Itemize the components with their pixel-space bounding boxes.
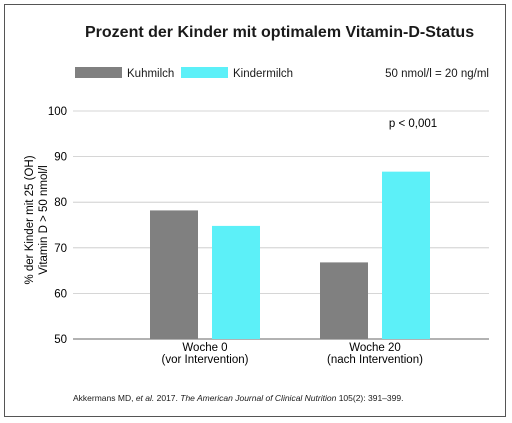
y-axis-label-line1: % der Kinder mit 25 (OH) xyxy=(24,155,36,284)
x-label-woche-0-sub: (vor Intervention) xyxy=(162,354,249,366)
x-axis-labels: Woche 0 (vor Intervention) Woche 20 (nac… xyxy=(162,342,424,366)
chart-title: Prozent der Kinder mit optimalem Vitamin… xyxy=(85,24,474,41)
x-label-woche-20: Woche 20 xyxy=(349,342,401,354)
p-value-annotation: p < 0,001 xyxy=(389,118,437,130)
chart-frame: Prozent der Kinder mit optimalem Vitamin… xyxy=(4,4,506,417)
bar-series xyxy=(150,171,430,339)
legend-label-kindermilch: Kindermilch xyxy=(233,68,293,80)
y-tick-label-70: 70 xyxy=(54,243,67,255)
bar-kindermilch-1 xyxy=(382,171,430,339)
y-tick-label-60: 60 xyxy=(54,288,67,300)
y-tick-label-50: 50 xyxy=(54,334,67,346)
bar-kindermilch-0 xyxy=(212,225,260,339)
y-tick-label-90: 90 xyxy=(54,152,67,164)
bar-kuhmilch-1 xyxy=(320,262,368,339)
vitamin-d-chart: Prozent der Kinder mit optimalem Vitamin… xyxy=(24,24,489,403)
x-label-woche-0: Woche 0 xyxy=(182,342,227,354)
x-label-woche-20-sub: (nach Intervention) xyxy=(327,354,423,366)
citation: Akkermans MD, et al. 2017. The American … xyxy=(73,393,403,403)
legend-swatch-kuhmilch xyxy=(75,67,122,78)
y-tick-label-80: 80 xyxy=(54,197,67,209)
y-tick-label-100: 100 xyxy=(48,106,67,118)
unit-note: 50 nmol/l = 20 ng/ml xyxy=(385,68,489,80)
y-axis-ticks: 50 60 70 80 90 100 xyxy=(48,106,67,346)
legend-label-kuhmilch: Kuhmilch xyxy=(127,68,174,80)
legend-swatch-kindermilch xyxy=(181,67,228,78)
bar-kuhmilch-0 xyxy=(150,210,198,339)
y-axis-label-line2: Vitamin D > 50 nmol/l xyxy=(38,165,50,274)
